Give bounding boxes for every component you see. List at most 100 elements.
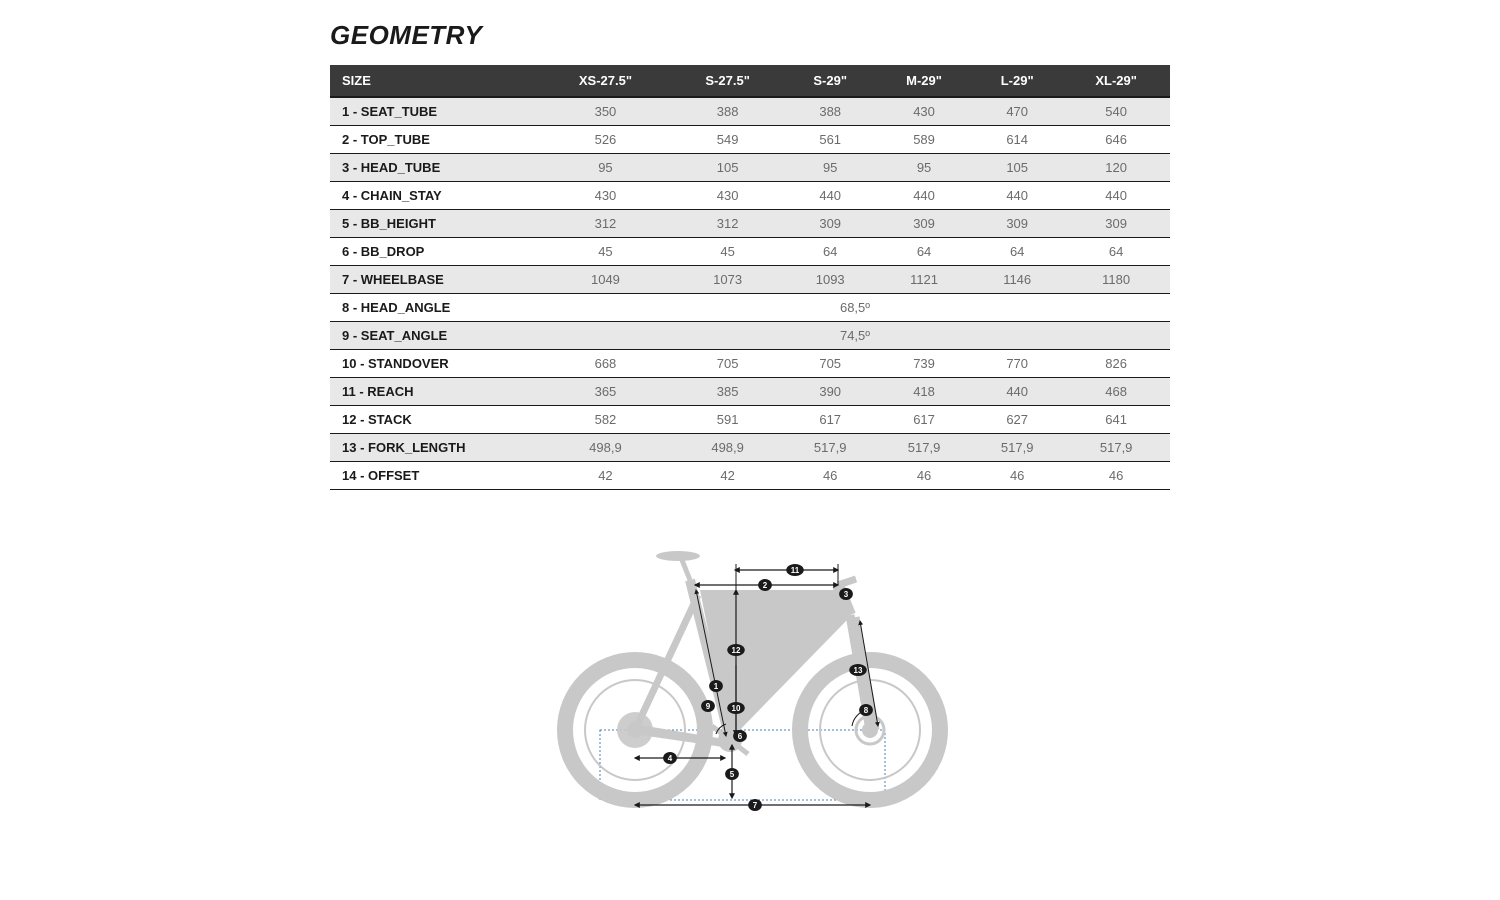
row-value: 46 xyxy=(972,462,1062,490)
row-value: 105 xyxy=(671,154,784,182)
row-value: 582 xyxy=(540,406,671,434)
table-row: 2 - TOP_TUBE526549561589614646 xyxy=(330,126,1170,154)
table-row: 5 - BB_HEIGHT312312309309309309 xyxy=(330,210,1170,238)
row-value: 1093 xyxy=(784,266,876,294)
svg-text:4: 4 xyxy=(668,754,673,763)
svg-text:10: 10 xyxy=(732,704,741,713)
svg-text:11: 11 xyxy=(791,566,800,575)
row-label: 13 - FORK_LENGTH xyxy=(330,434,540,462)
row-label: 4 - CHAIN_STAY xyxy=(330,182,540,210)
row-label: 6 - BB_DROP xyxy=(330,238,540,266)
row-value: 64 xyxy=(972,238,1062,266)
table-row: 12 - STACK582591617617627641 xyxy=(330,406,1170,434)
row-value: 64 xyxy=(1062,238,1170,266)
table-row: 10 - STANDOVER668705705739770826 xyxy=(330,350,1170,378)
table-row: 6 - BB_DROP454564646464 xyxy=(330,238,1170,266)
row-value: 120 xyxy=(1062,154,1170,182)
row-value: 430 xyxy=(671,182,784,210)
row-value: 498,9 xyxy=(540,434,671,462)
row-value: 95 xyxy=(540,154,671,182)
svg-text:2: 2 xyxy=(763,581,768,590)
row-value: 95 xyxy=(876,154,972,182)
svg-text:7: 7 xyxy=(753,801,758,810)
row-value: 64 xyxy=(784,238,876,266)
svg-text:1: 1 xyxy=(714,682,719,691)
row-value: 64 xyxy=(876,238,972,266)
row-value: 549 xyxy=(671,126,784,154)
row-label: 2 - TOP_TUBE xyxy=(330,126,540,154)
col-s-29-: S-29" xyxy=(784,65,876,97)
row-label: 10 - STANDOVER xyxy=(330,350,540,378)
row-value-span: 68,5º xyxy=(540,294,1170,322)
table-row: 11 - REACH365385390418440468 xyxy=(330,378,1170,406)
row-value: 430 xyxy=(876,97,972,126)
row-label: 1 - SEAT_TUBE xyxy=(330,97,540,126)
svg-text:3: 3 xyxy=(844,590,849,599)
row-label: 7 - WHEELBASE xyxy=(330,266,540,294)
row-value: 350 xyxy=(540,97,671,126)
geometry-table: SIZEXS-27.5"S-27.5"S-29"M-29"L-29"XL-29"… xyxy=(330,65,1170,490)
row-label: 14 - OFFSET xyxy=(330,462,540,490)
row-value: 390 xyxy=(784,378,876,406)
svg-text:13: 13 xyxy=(854,666,863,675)
row-value-span: 74,5º xyxy=(540,322,1170,350)
row-value: 589 xyxy=(876,126,972,154)
row-value: 440 xyxy=(972,378,1062,406)
row-value: 705 xyxy=(671,350,784,378)
row-value: 440 xyxy=(1062,182,1170,210)
row-value: 46 xyxy=(876,462,972,490)
table-row: 8 - HEAD_ANGLE68,5º xyxy=(330,294,1170,322)
row-value: 46 xyxy=(1062,462,1170,490)
row-value: 526 xyxy=(540,126,671,154)
row-value: 739 xyxy=(876,350,972,378)
row-value: 1121 xyxy=(876,266,972,294)
row-value: 627 xyxy=(972,406,1062,434)
col-xl-29-: XL-29" xyxy=(1062,65,1170,97)
row-label: 5 - BB_HEIGHT xyxy=(330,210,540,238)
row-value: 365 xyxy=(540,378,671,406)
row-value: 312 xyxy=(671,210,784,238)
row-value: 385 xyxy=(671,378,784,406)
row-value: 440 xyxy=(876,182,972,210)
row-value: 617 xyxy=(784,406,876,434)
row-value: 561 xyxy=(784,126,876,154)
table-row: 13 - FORK_LENGTH498,9498,9517,9517,9517,… xyxy=(330,434,1170,462)
table-row: 1 - SEAT_TUBE350388388430470540 xyxy=(330,97,1170,126)
row-value: 45 xyxy=(540,238,671,266)
row-value: 418 xyxy=(876,378,972,406)
svg-text:6: 6 xyxy=(738,732,743,741)
row-value: 705 xyxy=(784,350,876,378)
row-value: 646 xyxy=(1062,126,1170,154)
col-size: SIZE xyxy=(330,65,540,97)
row-value: 1146 xyxy=(972,266,1062,294)
row-value: 1073 xyxy=(671,266,784,294)
row-label: 11 - REACH xyxy=(330,378,540,406)
table-row: 4 - CHAIN_STAY430430440440440440 xyxy=(330,182,1170,210)
row-value: 309 xyxy=(784,210,876,238)
row-value: 617 xyxy=(876,406,972,434)
row-value: 826 xyxy=(1062,350,1170,378)
col-s-27-5-: S-27.5" xyxy=(671,65,784,97)
col-xs-27-5-: XS-27.5" xyxy=(540,65,671,97)
table-row: 14 - OFFSET424246464646 xyxy=(330,462,1170,490)
row-value: 470 xyxy=(972,97,1062,126)
col-l-29-: L-29" xyxy=(972,65,1062,97)
page-title: GEOMETRY xyxy=(330,20,1170,51)
svg-text:9: 9 xyxy=(706,702,711,711)
table-row: 9 - SEAT_ANGLE74,5º xyxy=(330,322,1170,350)
row-label: 3 - HEAD_TUBE xyxy=(330,154,540,182)
svg-text:5: 5 xyxy=(730,770,735,779)
row-value: 388 xyxy=(671,97,784,126)
row-value: 45 xyxy=(671,238,784,266)
row-value: 770 xyxy=(972,350,1062,378)
table-row: 3 - HEAD_TUBE951059595105120 xyxy=(330,154,1170,182)
row-value: 1049 xyxy=(540,266,671,294)
row-value: 540 xyxy=(1062,97,1170,126)
row-value: 1180 xyxy=(1062,266,1170,294)
row-label: 12 - STACK xyxy=(330,406,540,434)
col-m-29-: M-29" xyxy=(876,65,972,97)
row-value: 440 xyxy=(784,182,876,210)
row-value: 468 xyxy=(1062,378,1170,406)
row-value: 430 xyxy=(540,182,671,210)
row-value: 614 xyxy=(972,126,1062,154)
